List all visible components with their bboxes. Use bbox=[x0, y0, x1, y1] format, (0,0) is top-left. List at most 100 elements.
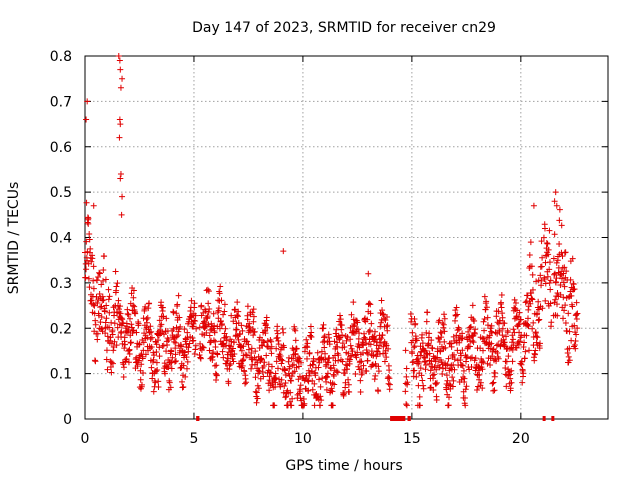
data-point bbox=[341, 390, 348, 397]
data-point bbox=[511, 296, 518, 303]
data-point bbox=[552, 296, 559, 303]
data-point bbox=[330, 362, 337, 369]
data-point bbox=[472, 355, 479, 362]
data-point bbox=[128, 339, 135, 346]
data-point bbox=[119, 319, 126, 326]
data-point bbox=[114, 280, 121, 287]
data-point bbox=[196, 352, 203, 359]
data-point bbox=[259, 368, 266, 375]
data-point bbox=[481, 293, 488, 300]
data-point bbox=[285, 354, 292, 361]
data-point bbox=[357, 389, 364, 396]
data-point bbox=[180, 362, 187, 369]
data-point bbox=[430, 387, 437, 394]
data-point bbox=[111, 320, 118, 327]
data-point bbox=[553, 259, 560, 266]
data-point bbox=[103, 347, 110, 354]
data-point bbox=[339, 358, 346, 365]
data-point bbox=[380, 343, 387, 350]
data-point bbox=[282, 394, 289, 401]
data-point bbox=[413, 337, 420, 344]
data-point bbox=[505, 353, 512, 360]
data-point bbox=[461, 375, 468, 382]
data-point bbox=[535, 298, 542, 305]
data-point bbox=[244, 316, 251, 323]
data-point bbox=[383, 323, 390, 330]
data-point bbox=[507, 375, 514, 382]
data-point bbox=[320, 321, 327, 328]
data-point bbox=[495, 308, 502, 315]
data-point bbox=[324, 374, 331, 381]
data-point bbox=[237, 342, 244, 349]
data-point bbox=[466, 324, 473, 331]
data-point bbox=[444, 377, 451, 384]
data-point bbox=[554, 312, 561, 319]
data-point bbox=[557, 272, 564, 279]
data-point bbox=[266, 387, 273, 394]
data-point bbox=[546, 280, 553, 287]
data-point bbox=[150, 349, 157, 356]
data-point bbox=[146, 300, 153, 307]
data-point bbox=[337, 316, 344, 323]
data-point bbox=[108, 369, 115, 376]
data-point bbox=[551, 231, 558, 238]
data-point bbox=[562, 302, 569, 309]
data-point bbox=[420, 353, 427, 360]
data-point bbox=[212, 338, 219, 345]
data-point bbox=[250, 318, 257, 325]
data-point bbox=[85, 215, 92, 222]
data-point bbox=[330, 371, 337, 378]
data-point bbox=[484, 360, 491, 367]
spike-point bbox=[117, 84, 124, 91]
data-point bbox=[238, 322, 245, 329]
data-point bbox=[561, 264, 568, 271]
data-point bbox=[151, 352, 158, 359]
data-point bbox=[539, 254, 546, 261]
data-point bbox=[142, 351, 149, 358]
data-point bbox=[480, 318, 487, 325]
data-point bbox=[148, 334, 155, 341]
data-point bbox=[106, 293, 113, 300]
data-point bbox=[98, 281, 105, 288]
data-gap-marker bbox=[407, 416, 411, 421]
data-point bbox=[164, 341, 171, 348]
data-point bbox=[403, 401, 410, 408]
data-point bbox=[206, 332, 213, 339]
spike-point bbox=[90, 202, 97, 209]
data-point bbox=[416, 402, 423, 409]
data-point bbox=[528, 290, 535, 297]
data-point bbox=[418, 372, 425, 379]
data-point bbox=[111, 338, 118, 345]
data-point bbox=[250, 313, 257, 320]
data-point bbox=[260, 338, 267, 345]
data-point bbox=[450, 377, 457, 384]
data-point bbox=[311, 402, 318, 409]
data-point bbox=[512, 299, 519, 306]
data-point bbox=[258, 356, 265, 363]
data-point bbox=[437, 348, 444, 355]
data-point bbox=[509, 358, 516, 365]
data-point bbox=[423, 329, 430, 336]
data-point bbox=[551, 271, 558, 278]
data-point bbox=[150, 388, 157, 395]
data-point bbox=[522, 299, 529, 306]
data-point bbox=[347, 342, 354, 349]
data-point bbox=[412, 320, 419, 327]
data-point bbox=[459, 330, 466, 337]
data-point bbox=[289, 395, 296, 402]
data-point bbox=[489, 353, 496, 360]
data-point bbox=[135, 357, 142, 364]
data-point bbox=[124, 310, 131, 317]
data-point bbox=[444, 361, 451, 368]
y-tick-label: 0.2 bbox=[50, 321, 72, 337]
data-point bbox=[231, 339, 238, 346]
data-point bbox=[488, 322, 495, 329]
data-point bbox=[453, 304, 460, 311]
data-point bbox=[105, 286, 112, 293]
data-point bbox=[239, 327, 246, 334]
data-point bbox=[515, 313, 522, 320]
data-point bbox=[100, 297, 107, 304]
data-point bbox=[443, 386, 450, 393]
data-point bbox=[422, 347, 429, 354]
data-point bbox=[410, 358, 417, 365]
